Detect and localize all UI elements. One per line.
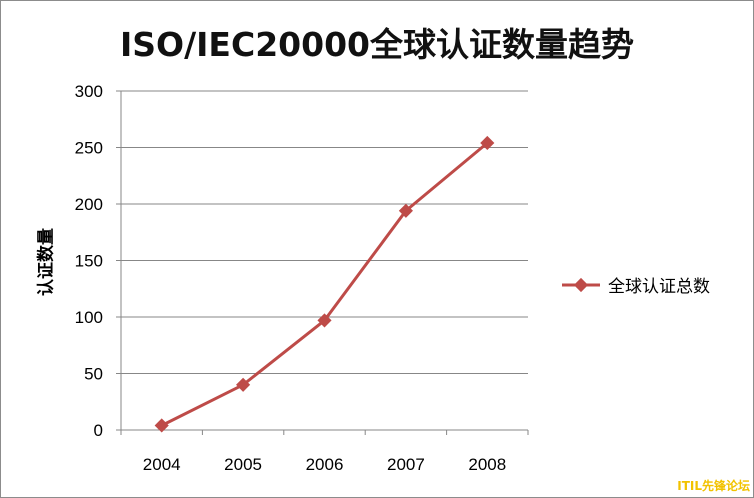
data-point [154, 418, 169, 433]
legend-marker [562, 277, 600, 292]
data-point [480, 135, 495, 151]
data-point [236, 377, 251, 392]
axes [116, 90, 529, 435]
y-tick-label: 250 [75, 139, 103, 158]
y-tick-label: 100 [75, 308, 103, 327]
y-tick-label: 150 [75, 252, 103, 271]
legend: 全球认证总数 [560, 272, 710, 297]
y-tick-label: 50 [84, 365, 103, 384]
data-point [317, 313, 332, 328]
gridlines [121, 90, 528, 374]
y-tick-label: 0 [94, 421, 103, 440]
x-tick-labels: 2004 2005 2006 2007 2008 [143, 455, 506, 474]
y-tick-label: 300 [75, 82, 103, 101]
x-tick-label: 2006 [306, 455, 344, 474]
series [154, 135, 495, 433]
data-point [398, 203, 413, 218]
series-line [161, 141, 489, 427]
x-tick-label: 2004 [143, 455, 181, 474]
legend-label: 全球认证总数 [608, 277, 710, 297]
y-tick-label: 200 [75, 195, 103, 214]
watermark: ITIL先锋论坛 [677, 479, 750, 493]
x-tick-label: 2008 [468, 455, 506, 474]
y-tick-labels: 0 50 100 150 200 250 300 [75, 82, 103, 440]
chart-title: ISO/IEC20000全球认证数量趋势 [120, 25, 634, 64]
x-tick-label: 2007 [387, 455, 425, 474]
x-tick-label: 2005 [224, 455, 262, 474]
